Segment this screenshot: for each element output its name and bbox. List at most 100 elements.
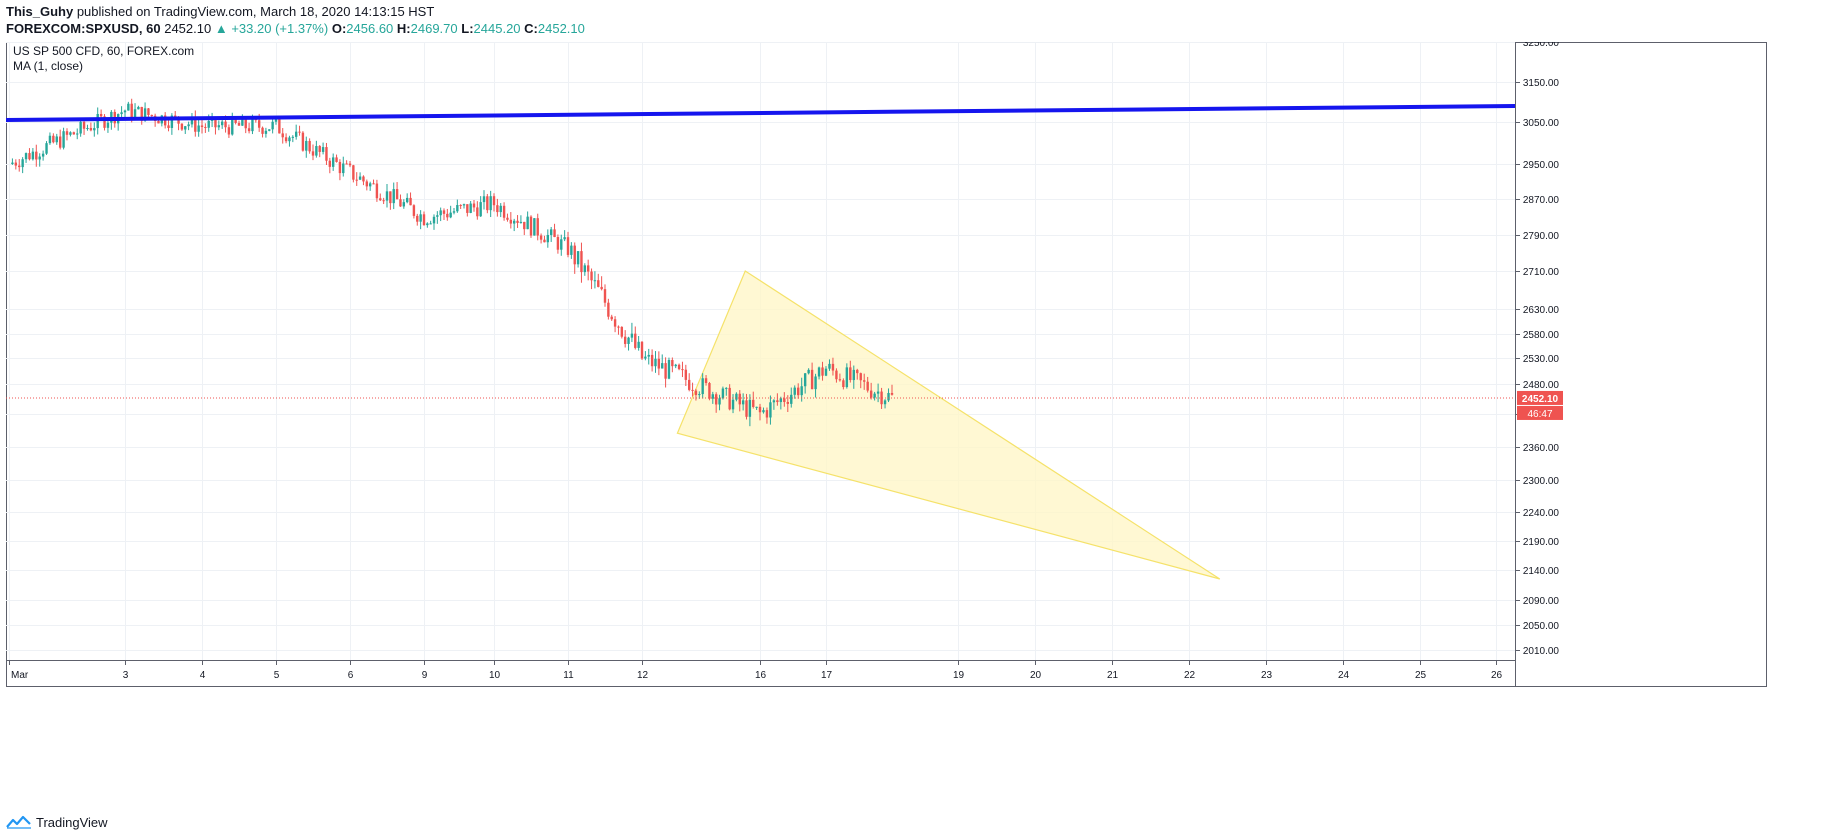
candle-body	[442, 210, 446, 214]
candle-body	[553, 229, 556, 238]
candle	[711, 391, 714, 404]
candle	[284, 133, 288, 144]
price-badges: 2452.10 46:47	[1517, 390, 1563, 420]
candle-body	[281, 133, 284, 138]
candle-body	[143, 108, 147, 121]
candle-body	[251, 118, 254, 132]
candle-body	[856, 369, 859, 374]
candle-body	[79, 121, 82, 134]
candle-body	[274, 118, 278, 122]
candle	[580, 242, 583, 283]
candle	[553, 223, 556, 238]
candle	[147, 107, 150, 117]
candle	[807, 368, 810, 375]
y-tick-label: 2190.00	[1523, 537, 1560, 548]
candle-body	[842, 380, 845, 388]
candle	[79, 119, 82, 137]
candle	[526, 211, 529, 230]
candle-body	[664, 363, 667, 379]
candle	[325, 142, 328, 165]
candle-body	[48, 135, 52, 144]
candle-body	[298, 131, 301, 133]
candle-body	[342, 163, 345, 174]
candle	[499, 203, 502, 218]
chart-frame[interactable]: 3250.00 3150.00 3050.00 2950.00 2870.00 2790.…	[5, 38, 1828, 808]
candle-body	[821, 367, 824, 376]
candle	[852, 365, 855, 389]
candle	[637, 336, 640, 351]
candle-body	[11, 162, 14, 164]
candle-body	[137, 106, 140, 110]
footer-brand[interactable]: TradingView	[36, 814, 108, 830]
candle-body	[506, 217, 509, 220]
candle-body	[190, 116, 194, 125]
candle-body	[466, 204, 469, 213]
candle	[536, 213, 539, 241]
price-chart[interactable]: 3250.00 3150.00 3050.00 2950.00 2870.00 2790.…	[5, 38, 1828, 808]
candle-body	[419, 214, 422, 222]
candle	[247, 122, 251, 134]
candle	[890, 384, 894, 396]
candle-body	[573, 245, 576, 265]
candle-body	[147, 108, 150, 115]
candle-body	[284, 137, 288, 142]
symbol-line: FOREXCOM:SPXUSD, 60 2452.10 ▲ +33.20 (+1…	[6, 20, 585, 37]
candle	[294, 124, 298, 140]
candle-body	[65, 131, 69, 135]
candle-body	[752, 399, 755, 407]
candle-body	[268, 129, 271, 131]
candle-body	[331, 157, 335, 167]
candle	[590, 268, 593, 290]
x-tick-label: 12	[637, 670, 649, 681]
candle-body	[167, 125, 170, 128]
candle	[620, 326, 624, 339]
candle	[385, 183, 389, 208]
candle	[502, 202, 506, 221]
candle	[45, 141, 48, 155]
candle-body	[721, 388, 725, 399]
candle-body	[539, 235, 543, 240]
candle	[600, 276, 603, 291]
candle	[752, 391, 755, 409]
legend-title: US SP 500 CFD, 60, FOREX.com	[13, 44, 194, 58]
candle	[657, 351, 661, 376]
candle	[790, 387, 793, 408]
candle	[667, 357, 671, 380]
candle	[563, 230, 566, 242]
open-value: 2456.60	[346, 21, 394, 36]
tradingview-logo-icon[interactable]	[6, 814, 32, 830]
candle-body	[536, 218, 539, 236]
candle-body	[301, 132, 305, 151]
author-name[interactable]: This_Guhy	[6, 4, 74, 19]
candle-body	[667, 360, 671, 379]
candle-body	[496, 205, 499, 213]
candle-body	[613, 319, 617, 327]
candle-body	[797, 387, 800, 396]
candle-body	[526, 216, 529, 230]
footer: TradingView	[6, 812, 108, 832]
x-tick-label: 5	[274, 670, 280, 681]
candle	[741, 393, 745, 411]
candle	[348, 161, 352, 168]
candle	[728, 384, 731, 411]
candle	[194, 110, 197, 137]
candle	[291, 135, 295, 143]
candle	[298, 125, 301, 136]
candle-body	[130, 103, 133, 118]
candle	[617, 325, 620, 335]
candle	[623, 330, 627, 348]
candle	[469, 201, 472, 214]
candle	[512, 218, 516, 232]
candle-body	[244, 117, 247, 129]
candle	[748, 394, 752, 427]
x-tick-label: 22	[1184, 670, 1196, 681]
candle	[880, 387, 883, 409]
candle	[664, 357, 667, 388]
candle-body	[204, 126, 207, 128]
candle-body	[661, 363, 664, 369]
candle-body	[603, 289, 607, 303]
candle-body	[234, 117, 237, 123]
candle	[845, 363, 849, 389]
candle	[21, 157, 24, 174]
candle-body	[623, 336, 627, 344]
